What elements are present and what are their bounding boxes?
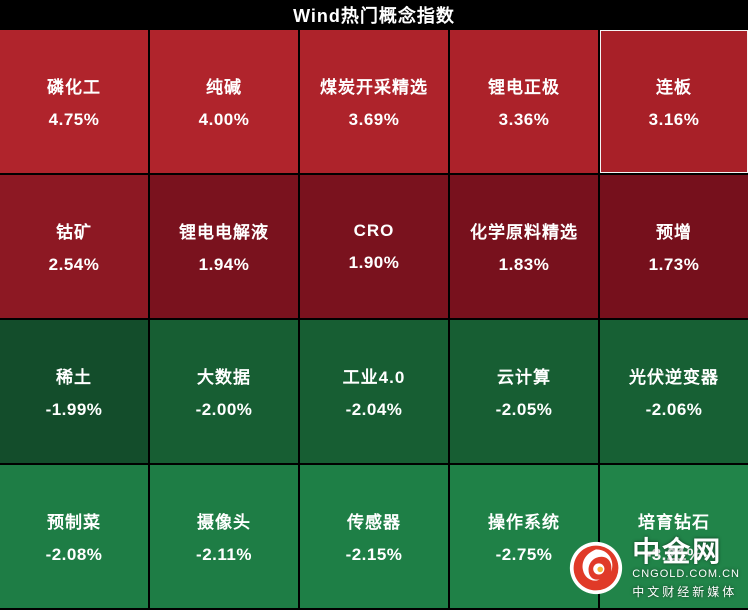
tile-value: -2.06% [645,400,703,419]
tile-name: 连板 [656,78,692,97]
tile-value: 2.54% [48,255,100,274]
tile-name: 云计算 [497,368,551,387]
tile-value: -2.00% [195,400,253,419]
concept-tile[interactable]: CRO 1.90% [300,175,448,318]
concept-tile[interactable]: 操作系统 -2.75% [450,465,598,608]
concept-tile[interactable]: 摄像头 -2.11% [150,465,298,608]
tile-name: 稀土 [56,368,92,387]
tile-value: 1.83% [498,255,550,274]
tile-name: 预制菜 [47,513,101,532]
concept-tile[interactable]: 传感器 -2.15% [300,465,448,608]
tile-name: 磷化工 [47,78,101,97]
tile-value: -2.04% [345,400,403,419]
concept-tile[interactable]: 光伏逆变器 -2.06% [600,320,748,463]
concept-tile[interactable]: 工业4.0 -2.04% [300,320,448,463]
tile-value: -2.05% [495,400,553,419]
tile-value: 1.90% [348,252,400,272]
concept-tile[interactable]: 纯碱 4.00% [150,30,298,173]
tile-value: 3.69% [348,110,400,129]
tile-name: 光伏逆变器 [629,368,719,387]
tile-value: 1.73% [648,255,700,274]
tile-name: 纯碱 [206,78,242,97]
concept-tile[interactable]: 云计算 -2.05% [450,320,598,463]
tile-name: 操作系统 [488,513,560,532]
tile-value: -2.15% [345,545,403,564]
page-title: Wind热门概念指数 [0,0,748,30]
tile-name: 培育钻石 [638,513,710,532]
concept-tile[interactable]: 预增 1.73% [600,175,748,318]
tile-value: -2.11% [196,545,252,564]
concept-tile[interactable]: 连板 3.16% [600,30,748,173]
tile-name: 锂电正极 [488,78,560,97]
tile-value: 4.00% [198,110,250,129]
concept-tile[interactable]: 培育钻石 -3.21% [600,465,748,608]
tile-name: 锂电电解液 [179,223,269,242]
concept-tile[interactable]: 预制菜 -2.08% [0,465,148,608]
concept-tile[interactable]: 化学原料精选 1.83% [450,175,598,318]
tile-value: -2.75% [495,545,553,564]
tile-name: 钴矿 [56,223,92,242]
tile-value: 4.75% [48,110,100,129]
heatmap-grid: 磷化工 4.75% 纯碱 4.00% 煤炭开采精选 3.69% 锂电正极 3.3… [0,30,748,608]
tile-value: -2.08% [45,545,103,564]
tile-value: 3.16% [648,110,700,129]
tile-name: 大数据 [197,368,251,387]
tile-value: 1.94% [198,255,250,274]
tile-name: 化学原料精选 [470,223,578,242]
tile-name: 预增 [656,223,692,242]
concept-tile[interactable]: 锂电正极 3.36% [450,30,598,173]
concept-tile[interactable]: 大数据 -2.00% [150,320,298,463]
tile-value: -1.99% [45,400,103,419]
tile-value: 3.36% [498,110,550,129]
concept-tile[interactable]: 稀土 -1.99% [0,320,148,463]
concept-tile[interactable]: 锂电电解液 1.94% [150,175,298,318]
tile-name: CRO [353,220,395,240]
tile-name: 工业4.0 [342,368,406,387]
tile-name: 传感器 [347,513,401,532]
concept-tile[interactable]: 煤炭开采精选 3.69% [300,30,448,173]
tile-name: 煤炭开采精选 [320,78,428,97]
concept-tile[interactable]: 钴矿 2.54% [0,175,148,318]
tile-value: -3.21% [645,545,703,564]
concept-tile[interactable]: 磷化工 4.75% [0,30,148,173]
tile-name: 摄像头 [197,513,251,532]
